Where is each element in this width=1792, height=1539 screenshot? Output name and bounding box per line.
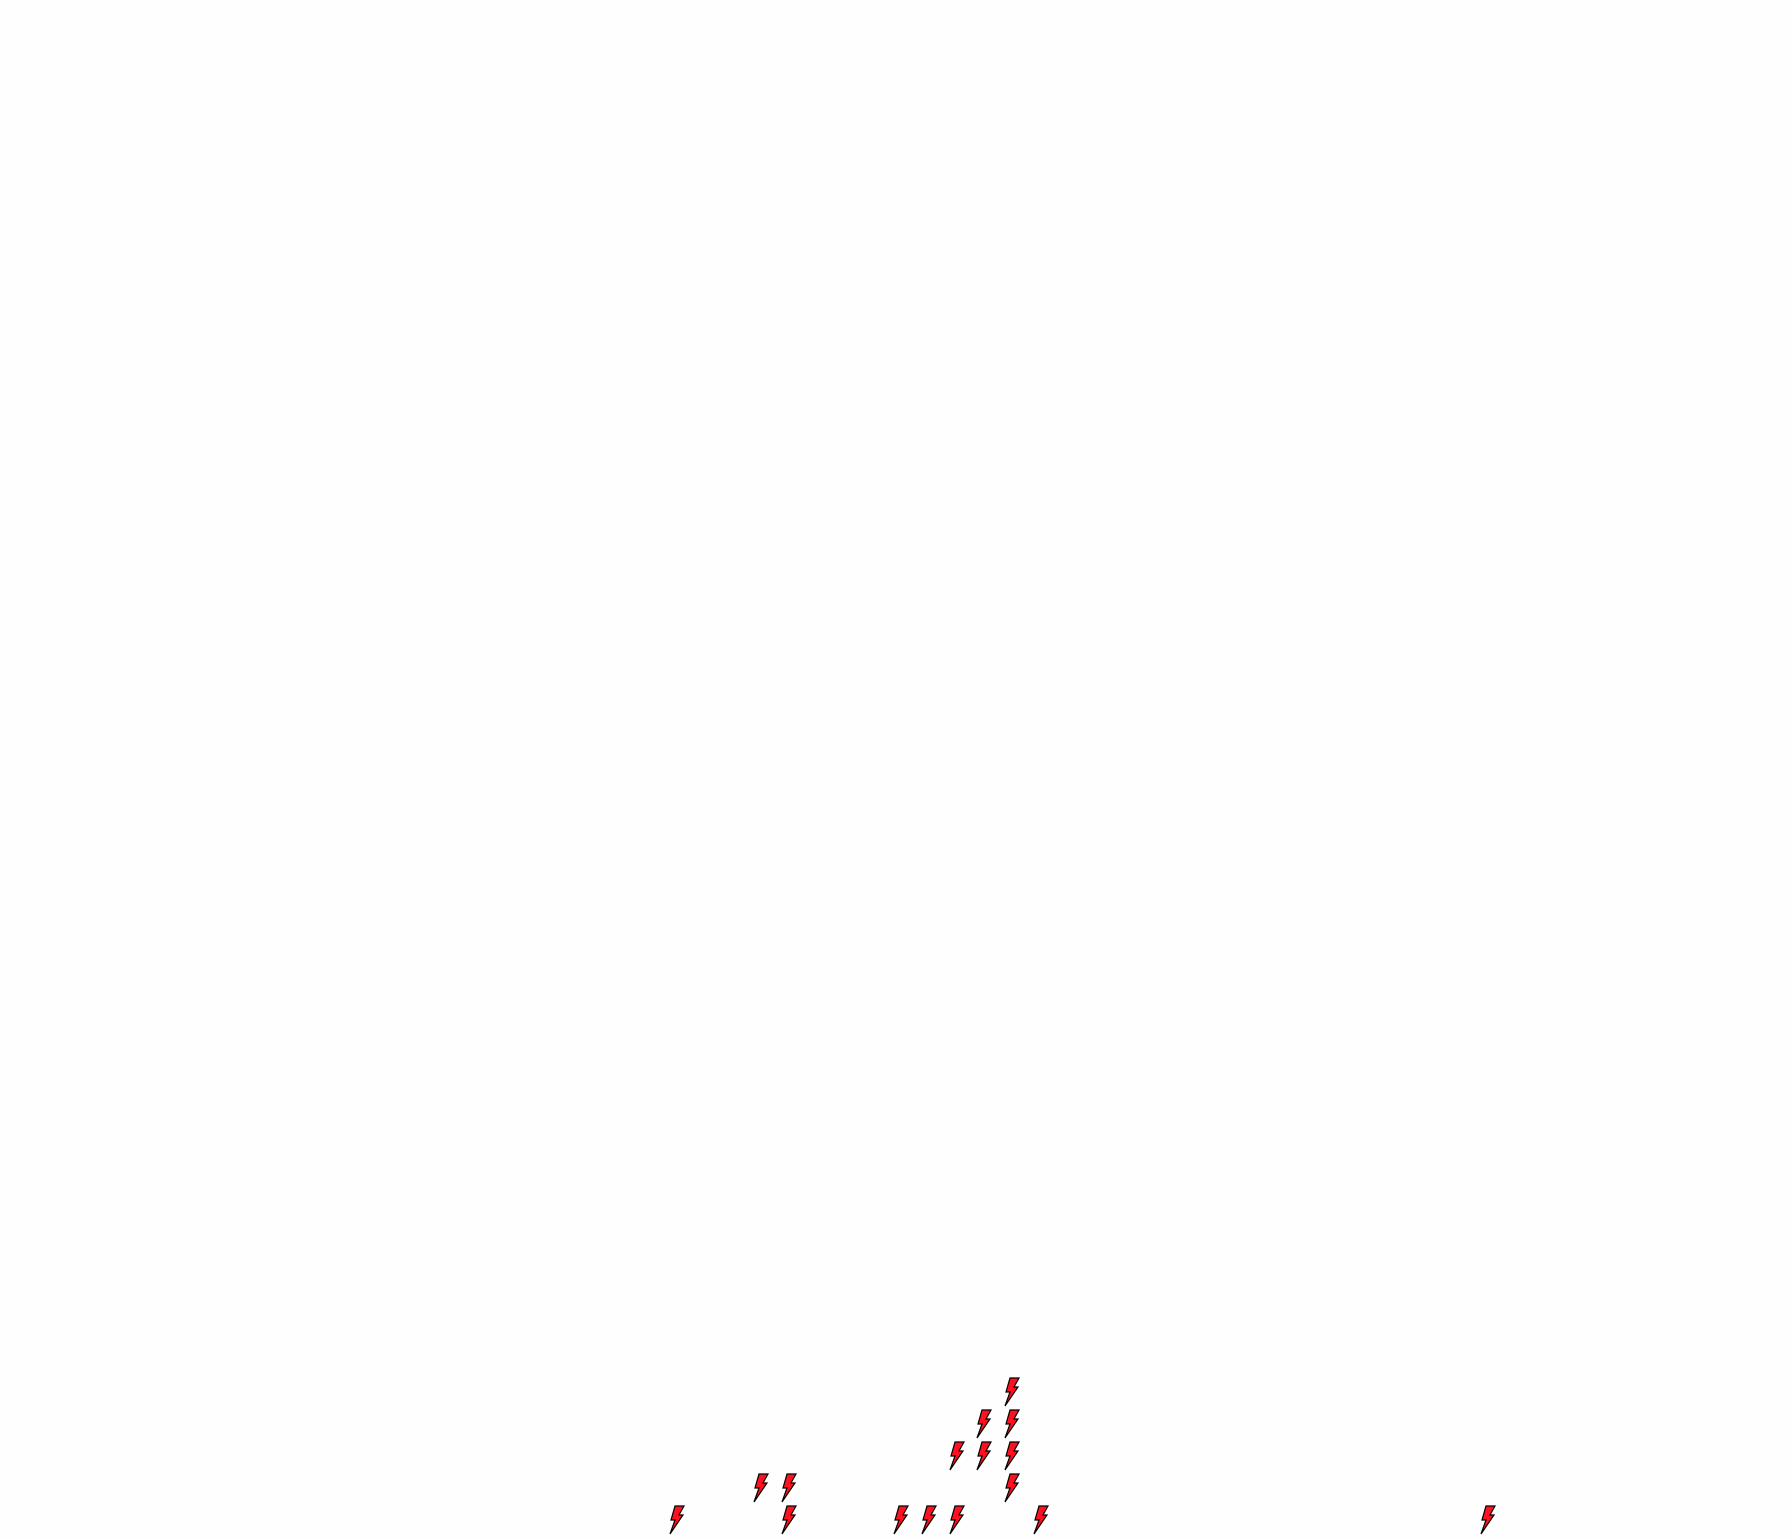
- lightning-bolt-icon: [948, 1505, 966, 1535]
- lightning-bolt-icon: [1032, 1505, 1050, 1535]
- lightning-bolt-icon: [1003, 1473, 1021, 1503]
- lightning-bolt-icon: [975, 1441, 993, 1471]
- lightning-bolt-icon: [780, 1505, 798, 1535]
- lightning-bolt-icon: [975, 1409, 993, 1439]
- lightning-bolt-icon: [752, 1473, 770, 1503]
- lightning-bolt-icon: [1003, 1377, 1021, 1407]
- lightning-bolt-icon: [948, 1441, 966, 1471]
- lightning-bolt-icon: [780, 1473, 798, 1503]
- lightning-bolt-icon: [920, 1505, 938, 1535]
- lightning-bolt-icon: [1003, 1409, 1021, 1439]
- lightning-bolt-icon: [668, 1505, 686, 1535]
- lightning-bolt-icon: [1479, 1505, 1497, 1535]
- lightning-bolt-icon: [892, 1505, 910, 1535]
- lightning-bolt-icon: [1003, 1441, 1021, 1471]
